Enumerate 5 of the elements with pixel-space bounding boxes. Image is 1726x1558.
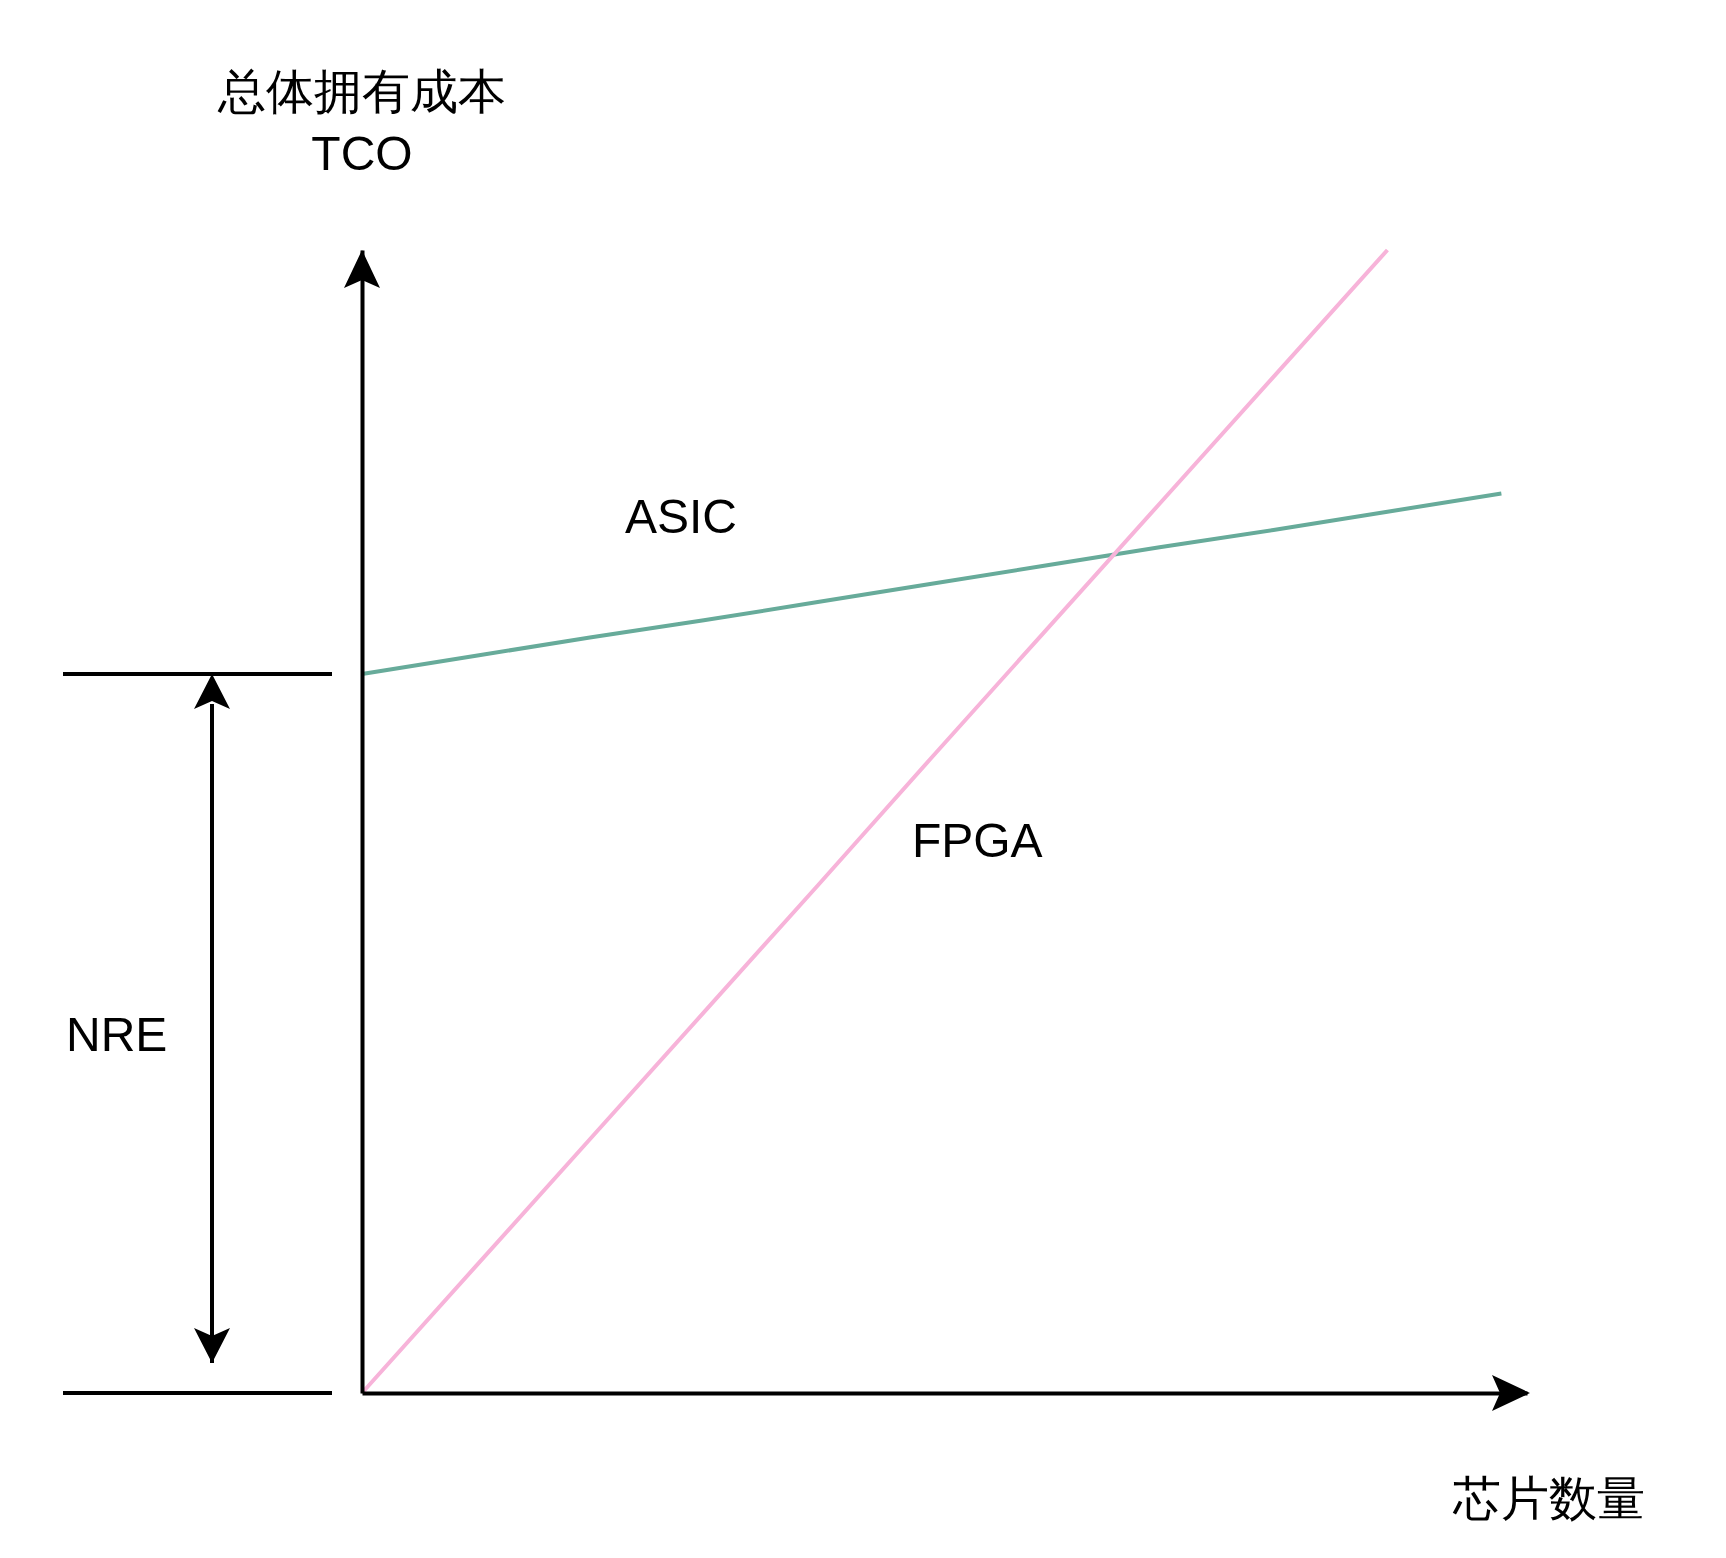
series-label: FPGA [911, 814, 1043, 868]
series-label: ASIC [625, 490, 738, 544]
x-axis-title: 芯片数量 [1452, 1472, 1645, 1525]
y-axis-title: 总体拥有成本 TCO [217, 65, 506, 180]
text: NRE [66, 1007, 168, 1061]
